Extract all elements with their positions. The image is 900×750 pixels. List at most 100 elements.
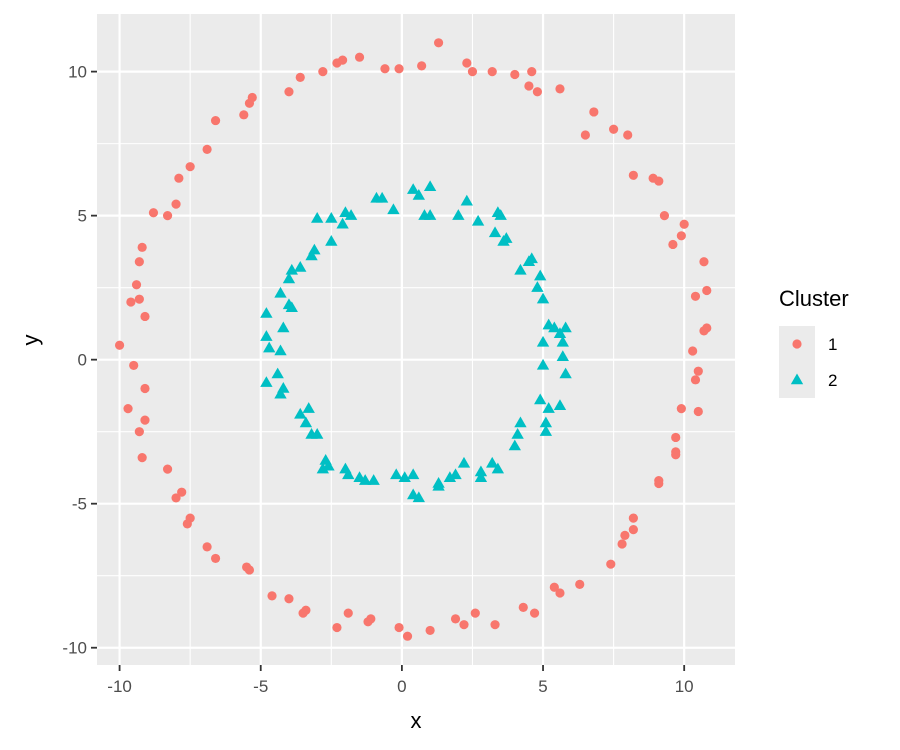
- cluster-1-point: [671, 450, 681, 460]
- cluster-2-point: [285, 301, 298, 313]
- cluster-2-point: [277, 381, 290, 393]
- cluster-1-point: [702, 285, 712, 296]
- cluster-1-point: [210, 115, 221, 126]
- y-axis: -10 -5 0 5 10: [62, 63, 97, 658]
- cluster-2-point: [491, 462, 505, 474]
- cluster-1-point: [555, 84, 565, 94]
- cluster-1-point: [140, 383, 150, 394]
- cluster-2-point: [260, 330, 273, 341]
- cluster-1-point: [529, 608, 540, 618]
- cluster-2-point: [260, 307, 273, 318]
- cluster-1-point: [177, 487, 187, 497]
- cluster-1-point: [140, 311, 150, 322]
- cluster-2-point: [299, 416, 313, 428]
- cluster-2-point: [457, 456, 471, 468]
- cluster-1-point: [549, 582, 559, 592]
- cluster-2-point: [263, 341, 276, 353]
- cluster-2-point: [452, 209, 465, 220]
- cluster-2-point: [353, 471, 366, 482]
- cluster-2-point: [282, 272, 296, 284]
- cluster-1-point: [620, 530, 630, 540]
- cluster-1-point: [467, 67, 478, 77]
- cluster-1-point: [131, 280, 142, 290]
- data-points: [114, 38, 712, 641]
- cluster-2-point: [305, 249, 318, 261]
- cluster-2-point: [474, 465, 488, 477]
- cluster-1-point: [129, 360, 139, 371]
- cluster-1-point: [140, 415, 150, 425]
- legend-key-2: [790, 373, 804, 385]
- cluster-1-point: [202, 144, 212, 154]
- legend-title: Cluster: [779, 286, 849, 311]
- cluster-1-point: [580, 130, 590, 140]
- cluster-1-point: [244, 98, 255, 108]
- cluster-1-point: [284, 594, 294, 604]
- cluster-2-point: [308, 243, 321, 255]
- cluster-1-point: [171, 199, 181, 209]
- cluster-1-point: [518, 602, 528, 612]
- cluster-2-point: [339, 462, 352, 474]
- cluster-2-point: [367, 474, 380, 485]
- cluster-1-point: [425, 625, 435, 636]
- cluster-2-point: [508, 439, 521, 451]
- x-tick-label: 0: [397, 677, 406, 696]
- cluster-2-point: [423, 180, 437, 192]
- cluster-1-point: [702, 323, 712, 333]
- y-tick-label: -10: [62, 639, 87, 658]
- cluster-2-point: [534, 269, 547, 281]
- cluster-1-point: [417, 61, 427, 71]
- cluster-2-point: [460, 194, 473, 206]
- x-tick-label: -10: [107, 677, 132, 696]
- cluster-1-point: [654, 476, 664, 486]
- cluster-2-point: [497, 235, 510, 246]
- x-tick-label: 10: [675, 677, 694, 696]
- cluster-1-point: [679, 219, 689, 229]
- cluster-1-point: [690, 291, 701, 301]
- cluster-2-point: [511, 428, 524, 439]
- cluster-2-point: [488, 226, 502, 238]
- cluster-1-point: [148, 208, 159, 218]
- y-tick-label: -5: [72, 495, 87, 514]
- cluster-1-point: [623, 130, 633, 140]
- cluster-2-point: [271, 367, 284, 379]
- cluster-2-point: [559, 367, 572, 379]
- cluster-1-point: [527, 67, 537, 77]
- cluster-2-point: [294, 407, 307, 419]
- cluster-1-point: [524, 81, 534, 91]
- x-axis-title: x: [411, 708, 422, 733]
- cluster-1-point: [487, 67, 497, 77]
- cluster-2-point: [432, 479, 445, 491]
- cluster-1-point: [688, 346, 698, 356]
- cluster-2-point: [553, 399, 567, 410]
- cluster-2-point: [494, 209, 507, 220]
- cluster-2-point: [443, 471, 457, 482]
- cluster-1-point: [532, 87, 542, 97]
- legend: Cluster 1 2: [779, 286, 849, 398]
- legend-keys: [790, 339, 804, 385]
- cluster-1-point: [690, 375, 701, 385]
- cluster-1-point: [134, 257, 144, 267]
- cluster-2-point: [274, 344, 287, 356]
- cluster-2-point: [344, 209, 358, 220]
- cluster-1-point: [617, 539, 627, 549]
- cluster-2-point: [407, 468, 420, 480]
- cluster-1-point: [298, 608, 308, 618]
- cluster-1-point: [137, 242, 147, 252]
- cluster-1-point: [295, 72, 305, 82]
- cluster-2-point: [542, 402, 555, 413]
- cluster-2-point: [559, 321, 572, 333]
- cluster-1-point: [185, 162, 195, 172]
- cluster-1-point: [459, 620, 469, 630]
- cluster-2-point: [536, 358, 550, 370]
- cluster-2-point: [325, 235, 338, 246]
- cluster-1-point: [380, 64, 390, 74]
- cluster-2-point: [407, 183, 420, 194]
- cluster-2-point: [412, 491, 425, 503]
- cluster-2-point: [556, 335, 569, 347]
- cluster-1-point: [284, 87, 294, 97]
- cluster-2-point: [302, 402, 315, 413]
- cluster-1-point: [267, 591, 277, 601]
- cluster-2-point: [285, 263, 298, 275]
- cluster-1-point: [470, 608, 480, 618]
